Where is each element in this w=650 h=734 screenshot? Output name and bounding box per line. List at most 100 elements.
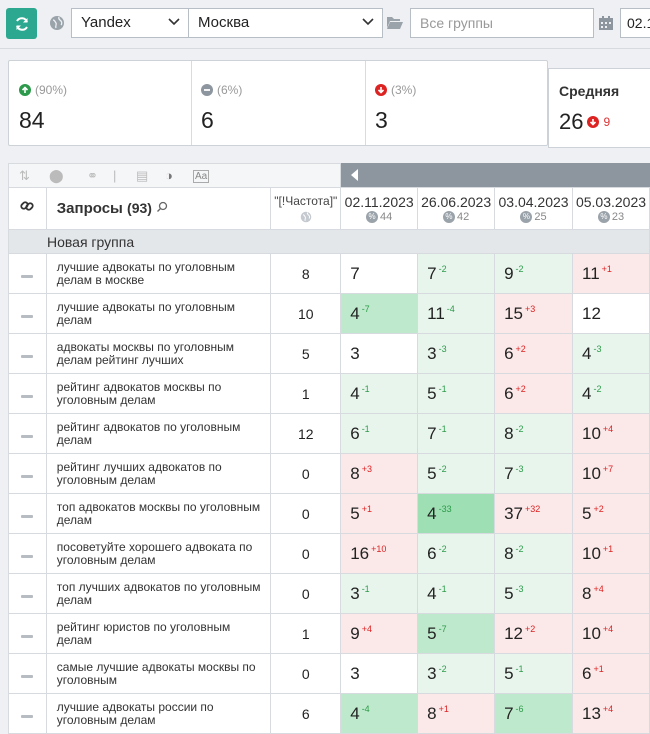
query-text[interactable]: рейтинг адвокатов москвы по уголовным де…	[45, 373, 272, 414]
row-handle[interactable]	[8, 493, 47, 534]
position-cell[interactable]: 8 +1	[417, 693, 496, 734]
date-scroll-bar[interactable]	[341, 163, 650, 187]
row-handle[interactable]	[8, 693, 47, 734]
position-cell[interactable]: 5 +2	[572, 493, 650, 534]
group-row[interactable]: Новая группа	[8, 229, 650, 254]
position-cell[interactable]: 4 -1	[340, 373, 419, 414]
refresh-button[interactable]	[6, 8, 37, 39]
position-cell[interactable]: 4 -7	[340, 293, 419, 334]
position-cell[interactable]: 10 +1	[572, 533, 650, 574]
date-column-header[interactable]: 05.03.2023 % 23	[572, 187, 650, 230]
position-cell[interactable]: 3	[340, 333, 419, 374]
table-row[interactable]: лучшие адвокаты по уголовным делам в мос…	[8, 253, 650, 294]
region-select[interactable]: Москва	[188, 8, 383, 38]
row-handle[interactable]	[8, 653, 47, 694]
position-cell[interactable]: 6 -2	[417, 533, 496, 574]
position-cell[interactable]: 5 -1	[417, 373, 496, 414]
table-row[interactable]: топ лучших адвокатов по уголовным делам 0…	[8, 573, 650, 614]
position-cell[interactable]: 4 -1	[417, 573, 496, 614]
table-row[interactable]: самые лучшие адвокаты москвы по уголовны…	[8, 653, 650, 694]
position-cell[interactable]: 9 -2	[494, 253, 573, 294]
position-cell[interactable]: 5 -7	[417, 613, 496, 654]
position-cell[interactable]: 8 -2	[494, 413, 573, 454]
link-icon[interactable]: ⚭	[87, 168, 98, 183]
position-cell[interactable]: 9 +4	[340, 613, 419, 654]
position-cell[interactable]: 3 -1	[340, 573, 419, 614]
row-handle[interactable]	[8, 413, 47, 454]
position-cell[interactable]: 3	[340, 653, 419, 694]
position-cell[interactable]: 16 +10	[340, 533, 419, 574]
query-text[interactable]: рейтинг адвокатов по уголовным делам	[45, 413, 272, 454]
search-icon[interactable]	[156, 201, 168, 213]
query-text[interactable]: рейтинг юристов по уголовным делам	[45, 613, 272, 654]
row-handle[interactable]	[8, 333, 47, 374]
table-row[interactable]: адвокаты москвы по уголовным делам рейти…	[8, 333, 650, 374]
link-column-header[interactable]	[8, 187, 47, 230]
date-input[interactable]: 02.1	[620, 8, 650, 38]
position-cell[interactable]: 6 +2	[494, 333, 573, 374]
table-row[interactable]: рейтинг адвокатов по уголовным делам 12 6-…	[8, 413, 650, 454]
query-text[interactable]: адвокаты москвы по уголовным делам рейти…	[45, 333, 272, 374]
query-text[interactable]: самые лучшие адвокаты москвы по уголовны…	[45, 653, 272, 694]
row-handle[interactable]	[8, 253, 47, 294]
queries-column-header[interactable]: Запросы (93)	[45, 187, 272, 230]
position-cell[interactable]: 3 -2	[417, 653, 496, 694]
position-cell[interactable]: 4 -33	[417, 493, 496, 534]
position-cell[interactable]: 7 -6	[494, 693, 573, 734]
position-cell[interactable]: 15 +3	[494, 293, 573, 334]
sort-icon[interactable]: ⇅	[19, 168, 30, 183]
row-handle[interactable]	[8, 573, 47, 614]
query-text[interactable]: лучшие адвокаты россии по уголовным дела…	[45, 693, 272, 734]
position-cell[interactable]: 7	[340, 253, 419, 294]
row-handle[interactable]	[8, 373, 47, 414]
position-cell[interactable]: 13 +4	[572, 693, 650, 734]
position-cell[interactable]: 12 +2	[494, 613, 573, 654]
position-cell[interactable]: 6 +1	[572, 653, 650, 694]
position-cell[interactable]: 6 -1	[340, 413, 419, 454]
position-cell[interactable]: 7 -3	[494, 453, 573, 494]
export-icon[interactable]: ▤	[136, 168, 149, 183]
table-row[interactable]: рейтинг адвокатов москвы по уголовным де…	[8, 373, 650, 414]
search-engine-select[interactable]: Yandex	[71, 8, 189, 38]
table-row[interactable]: лучшие адвокаты россии по уголовным дела…	[8, 693, 650, 734]
text-size-icon[interactable]: Aa	[193, 170, 210, 183]
position-cell[interactable]: 5 -1	[494, 653, 573, 694]
date-column-header[interactable]: 03.04.2023 % 25	[494, 187, 573, 230]
toggle-icon[interactable]: ⬤	[49, 168, 64, 183]
position-cell[interactable]: 10 +7	[572, 453, 650, 494]
query-text[interactable]: топ адвокатов москвы по уголовным делам	[45, 493, 272, 534]
table-row[interactable]: посоветуйте хорошего адвоката по уголовн…	[8, 533, 650, 574]
row-handle[interactable]	[8, 453, 47, 494]
table-row[interactable]: рейтинг лучших адвокатов по уголовным де…	[8, 453, 650, 494]
position-cell[interactable]: 10 +4	[572, 613, 650, 654]
position-cell[interactable]: 4 -3	[572, 333, 650, 374]
position-cell[interactable]: 12	[572, 293, 650, 334]
position-cell[interactable]: 6 +2	[494, 373, 573, 414]
position-cell[interactable]: 7 -2	[417, 253, 496, 294]
position-cell[interactable]: 10 +4	[572, 413, 650, 454]
date-column-header[interactable]: 26.06.2023 % 42	[417, 187, 496, 230]
position-cell[interactable]: 5 -2	[417, 453, 496, 494]
table-row[interactable]: лучшие адвокаты по уголовным делам 10 4 -7 1…	[8, 293, 650, 334]
frequency-column-header[interactable]: "[!Частота]"	[270, 187, 342, 230]
position-cell[interactable]: 5 -3	[494, 573, 573, 614]
contrast-icon[interactable]: ◑	[165, 168, 173, 183]
position-cell[interactable]: 11 -4	[417, 293, 496, 334]
row-handle[interactable]	[8, 293, 47, 334]
row-handle[interactable]	[8, 533, 47, 574]
row-handle[interactable]	[8, 613, 47, 654]
position-cell[interactable]: 8 -2	[494, 533, 573, 574]
groups-input[interactable]: Все группы	[410, 8, 594, 38]
date-column-header[interactable]: 02.11.2023 % 44	[340, 187, 419, 230]
position-cell[interactable]: 4 -2	[572, 373, 650, 414]
query-text[interactable]: рейтинг лучших адвокатов по уголовным де…	[45, 453, 272, 494]
position-cell[interactable]: 8 +3	[340, 453, 419, 494]
table-row[interactable]: рейтинг юристов по уголовным делам 1 9 +4 5-…	[8, 613, 650, 654]
position-cell[interactable]: 5 +1	[340, 493, 419, 534]
position-cell[interactable]: 8 +4	[572, 573, 650, 614]
query-text[interactable]: лучшие адвокаты по уголовным делам в мос…	[45, 253, 272, 294]
query-text[interactable]: посоветуйте хорошего адвоката по уголовн…	[45, 533, 272, 574]
table-row[interactable]: топ адвокатов москвы по уголовным делам 0…	[8, 493, 650, 534]
position-cell[interactable]: 4 -4	[340, 693, 419, 734]
position-cell[interactable]: 7 -1	[417, 413, 496, 454]
